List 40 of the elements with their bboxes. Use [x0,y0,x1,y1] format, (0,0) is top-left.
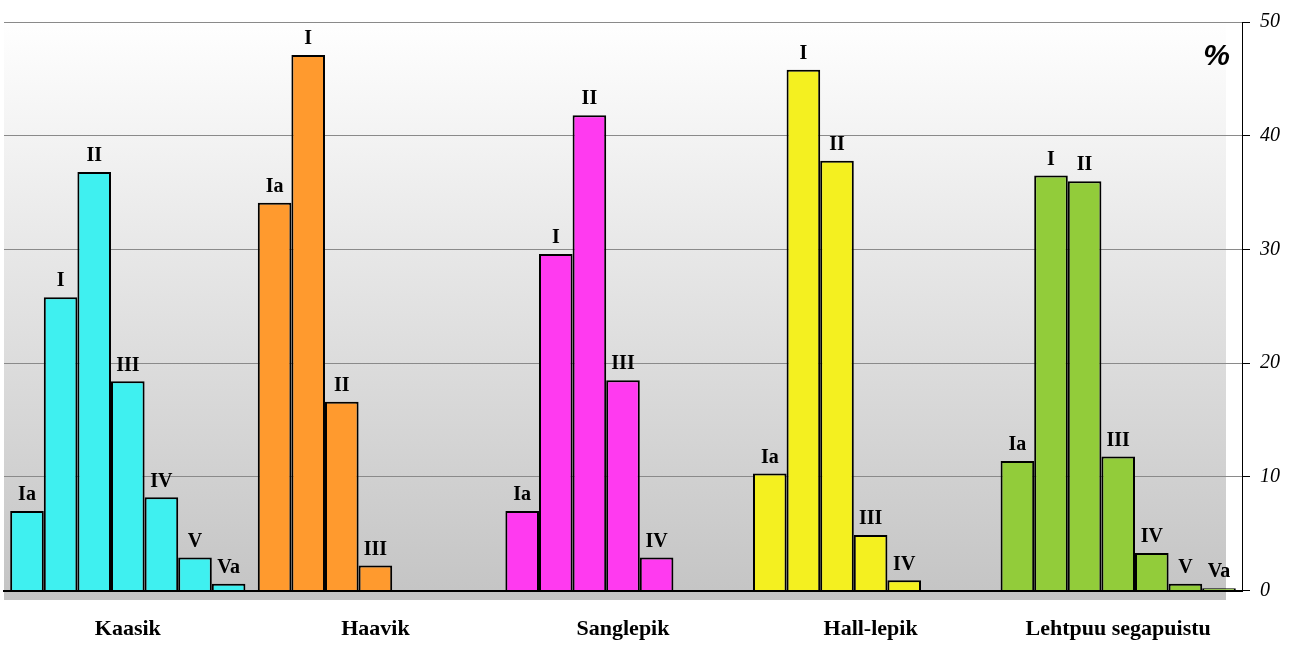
series-label: V [1178,554,1194,577]
text: Va [217,554,240,577]
text: I [1047,146,1055,169]
series-label: Va [1207,559,1231,582]
text: III [1106,427,1130,450]
y-axis-title: % [1203,38,1230,72]
text: I [551,225,560,248]
text: IV [893,551,916,574]
text: II [581,86,598,109]
text: I [799,40,808,63]
text: III [858,506,883,529]
series-label: I [56,268,65,291]
text: IV [645,528,668,551]
text: Ia [265,173,284,196]
y-tick-label: 40 [1260,122,1280,145]
y-tick-label: 20 [1260,350,1280,373]
x-tick-label: Sanglepik [576,615,671,641]
text: II [829,131,845,154]
text: IV [1140,524,1163,547]
series-label: II [334,373,350,395]
text: II [86,143,102,166]
text: III [611,351,635,374]
text: Ia [513,482,532,505]
y-tick-label: 0 [1260,577,1270,600]
series-label: Ia [18,482,36,505]
y-tick-label: 50 [1260,9,1280,32]
text: Ia [760,444,779,467]
text: V [187,528,203,551]
x-tick-label: Kaasik [94,615,162,641]
x-tick-label: Lehtpuu segapuistu [1025,615,1211,641]
y-tick-label: 10 [1260,464,1280,487]
x-tick-label: Hall-lepik [823,615,919,641]
series-label: III [116,352,140,375]
text: I [304,26,313,49]
text: II [1076,152,1093,175]
y-tick-label: 30 [1259,236,1280,259]
text: III [363,536,388,559]
series-label: IV [150,468,174,491]
text: Ia [1008,432,1027,455]
x-tick-label: Haavik [341,615,411,641]
